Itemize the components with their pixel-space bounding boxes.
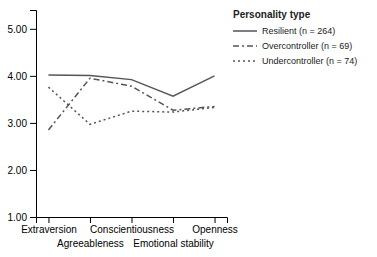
- legend-swatch: [233, 60, 257, 62]
- legend: Personality type Resilient (n = 264) Overc…: [233, 9, 357, 66]
- x-tick-mark: [215, 217, 216, 223]
- y-axis-line: [30, 11, 37, 218]
- legend-item: Overcontroller (n = 69): [233, 41, 352, 51]
- legend-swatch: [233, 30, 257, 32]
- x-tick-mark: [132, 217, 133, 223]
- x-tick-mark: [48, 217, 49, 223]
- y-tick-label: 3.00: [8, 118, 28, 129]
- y-tick-label: 2.00: [8, 165, 28, 176]
- x-tick-label: Agreeableness: [57, 238, 124, 249]
- y-tick: 2.00: [8, 165, 36, 176]
- y-tick: 4.00: [8, 71, 36, 82]
- legend-label: Undercontroller (n = 74): [262, 56, 357, 66]
- y-tick-label: 4.00: [8, 71, 28, 82]
- y-tick-mark: [30, 217, 36, 218]
- y-tick: 5.00: [8, 24, 36, 35]
- x-tick-mark: [90, 217, 91, 223]
- x-tick: Conscientiousness: [90, 217, 174, 235]
- legend-item: Undercontroller (n = 74): [233, 56, 357, 66]
- legend-title: Personality type: [233, 9, 311, 20]
- lines: [48, 75, 214, 130]
- x-axis: Extraversion Agreeableness Conscientiousne…: [21, 217, 238, 249]
- y-tick: 1.00: [8, 212, 36, 223]
- y-tick-mark: [30, 170, 36, 171]
- y-tick-label: 5.00: [8, 24, 28, 35]
- y-tick-mark: [30, 123, 36, 124]
- x-tick: Openness: [192, 217, 238, 235]
- legend-swatch: [233, 45, 257, 47]
- y-tick: 3.00: [8, 118, 36, 129]
- y-tick-mark: [30, 29, 36, 30]
- legend-label: Overcontroller (n = 69): [262, 41, 352, 51]
- x-tick: Extraversion: [21, 217, 77, 235]
- legend-item: Resilient (n = 264): [233, 26, 335, 36]
- x-tick-label: Emotional stability: [133, 238, 214, 249]
- y-tick-label: 1.00: [8, 212, 28, 223]
- chart: 1.00 2.00 3.00 4.00 5.00 Extraversion Agreeabl…: [0, 0, 377, 257]
- x-tick-mark: [173, 217, 174, 223]
- y-tick-mark: [30, 76, 36, 77]
- legend-label: Resilient (n = 264): [262, 26, 335, 36]
- x-axis-line: [37, 218, 228, 224]
- x-tick-label: Openness: [192, 224, 238, 235]
- series-line: [48, 87, 214, 124]
- x-tick-label: Extraversion: [21, 224, 77, 235]
- x-tick-label: Conscientiousness: [90, 224, 174, 235]
- y-axis: 1.00 2.00 3.00 4.00 5.00: [8, 11, 37, 223]
- plot: 1.00 2.00 3.00 4.00 5.00 Extraversion Agreeabl…: [8, 11, 238, 250]
- series-line: [48, 78, 214, 130]
